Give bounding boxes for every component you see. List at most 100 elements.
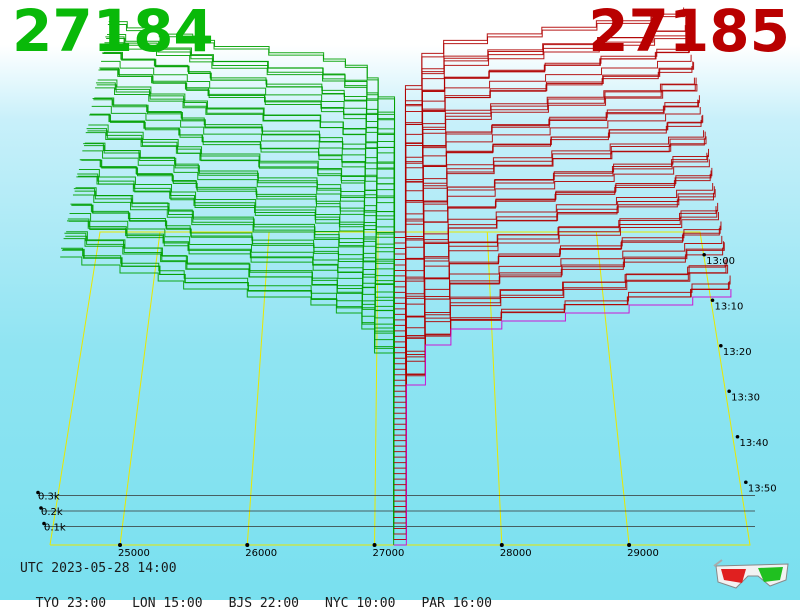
bid-depth-line [73,188,395,458]
bid-depth-line [101,52,395,276]
ask-depth-line [394,61,694,293]
ask-depth-line [393,186,715,436]
ask-depth-line [394,159,710,403]
bid-depth-line [65,235,395,513]
price-tick-marker [245,543,250,547]
bid-depth-line [81,159,395,408]
bid-depth-line [60,256,395,545]
bid-depth-line [79,159,395,419]
ask-depth-line [393,281,730,535]
price-tick-label: 28000 [500,548,532,559]
chart-frame [49,231,751,546]
bid-depth-line [72,204,395,469]
bid-depth-line [86,128,395,375]
price-tick-marker [499,543,504,547]
timezone-clocks: TYO 23:00 LON 15:00 BJS 22:00 NYC 10:00 PAR … [20,581,518,611]
ask-depth-line [393,212,719,464]
bid-depth-line [78,168,395,425]
bid-depth-line [89,113,395,353]
bid-depth-line [87,130,395,370]
ask-depth-line [393,192,714,431]
ask-depth-line [394,167,713,420]
bid-depth-line [93,99,395,331]
ask-depth-line [393,247,724,491]
price-tick-label: 29000 [627,548,659,559]
bid-depth-line [96,84,395,309]
ask-depth-line [394,77,695,304]
bid-depth-line [92,97,395,337]
price-gridline [119,231,161,546]
time-tick-marker [727,389,731,394]
clock-par: PAR 16:00 [421,596,492,611]
bid-depth-line [106,38,395,249]
price-tick-label: 27000 [373,548,405,559]
volume-gridlines [38,495,755,527]
bid-depth-line [101,60,395,282]
3d-glasses-icon[interactable] [712,556,792,592]
bid-depth-line [98,69,395,298]
volume-tick-label: 0.3k [38,492,60,503]
price-tick-label: 25000 [118,548,150,559]
time-tick-marker [735,434,740,439]
bid-depth-line [104,42,395,260]
bid-depth-line [70,203,395,480]
utc-time: UTC 2023-05-28 14:00 [20,561,177,576]
ask-depth-line [393,241,724,497]
ask-depth-line [394,9,685,238]
ask-depth-line [394,130,705,365]
bid-depth-line [74,190,395,452]
ask-depth-line [394,95,700,337]
ask-depth-line [393,209,718,453]
ask-depth-line [394,131,706,376]
clock-tyo: TYO 23:00 [35,596,107,611]
ask-depth-line [393,206,717,447]
ask-depth-line [394,148,710,398]
price-tick-marker [627,543,632,547]
bid-depth-line [63,238,395,524]
ask-depth-line [393,259,726,508]
ask-depth-line [393,282,729,530]
bid-depth-line [91,105,395,342]
time-tick-label: 13:30 [731,392,760,403]
ask-depth-line [394,46,690,266]
bid-depth-line [95,82,395,315]
clock-lon: LON 15:00 [132,596,203,611]
bid-depth-line [67,218,395,496]
price-gridline [595,231,630,546]
axis-labels: 25000 26000 27000 28000 29000 0.1k 0.2k 0.3k 13:… [36,252,777,559]
bid-depth-line [80,159,395,414]
floor-outline [49,231,751,546]
ask-depth-line [394,31,689,260]
time-tick-label: 13:40 [740,438,769,449]
volume-tick-label: 0.1k [44,523,66,534]
volume-tick-label: 0.2k [41,507,63,518]
bid-depth-line [66,220,395,502]
bid-depth-line [78,175,395,430]
bid-depth-line [69,212,395,485]
ask-depth-line [393,242,725,502]
ask-depth-line [394,24,688,255]
ask-depth-line [393,235,723,486]
bid-depth-line [84,145,395,392]
bid-depth-line [107,24,396,238]
time-tick-label: 13:20 [723,347,752,358]
ask-depth-line [393,264,729,524]
ask-depth-line [393,289,732,546]
bid-depth-line [64,232,395,518]
price-tick-label: 26000 [245,548,277,559]
ask-depth-line [394,77,697,315]
time-tick-marker [744,480,748,485]
ask-depth-line [394,7,685,233]
time-tick-marker [710,298,715,303]
ask-depth-line [394,83,698,321]
bid-depth-line [76,176,395,441]
ask-depth-line [394,25,686,244]
ask-depth-line [394,114,704,359]
ask-depth-lines [393,7,732,546]
bid-depth-line [83,143,395,397]
ask-depth-line [393,202,719,458]
time-tick-label: 13:10 [715,301,744,312]
ask-depth-line [394,54,692,282]
bid-depth-line [102,52,395,271]
